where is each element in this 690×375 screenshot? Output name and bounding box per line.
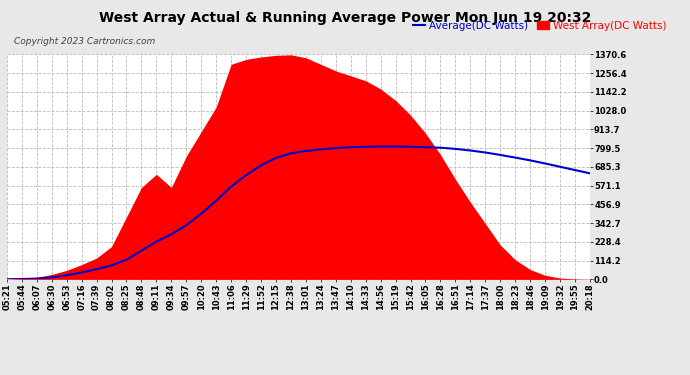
Text: Copyright 2023 Cartronics.com: Copyright 2023 Cartronics.com [14, 38, 155, 46]
Text: West Array Actual & Running Average Power Mon Jun 19 20:32: West Array Actual & Running Average Powe… [99, 11, 591, 25]
Legend: Average(DC Watts), West Array(DC Watts): Average(DC Watts), West Array(DC Watts) [408, 16, 671, 35]
